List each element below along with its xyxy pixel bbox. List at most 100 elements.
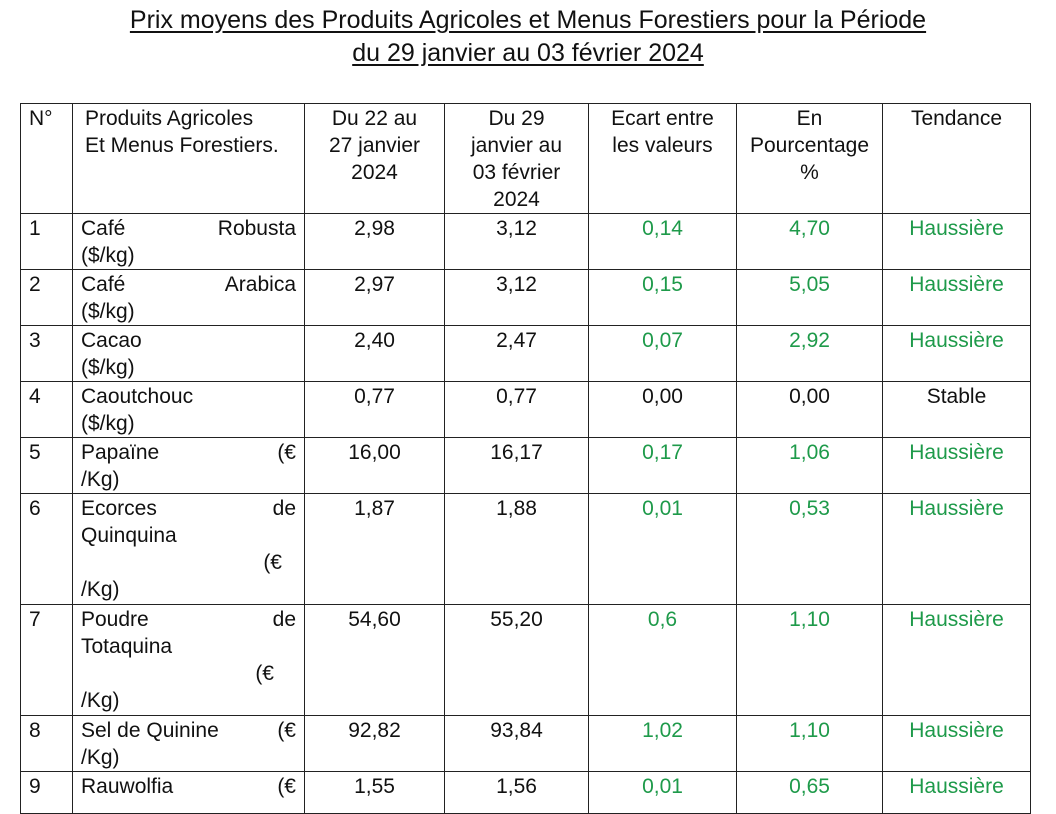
product-name: Café [81, 273, 126, 296]
price-difference: 0,00 [588, 381, 737, 438]
header-curr-line: 2024 [493, 188, 540, 211]
price-current: 1,56 [444, 771, 589, 814]
product-name: Rauwolfia [81, 775, 174, 798]
table-row: 5 Papaïne (€ /Kg) 16,00 16,17 0,17 1,06 H… [20, 437, 1031, 494]
table-row: 1 Café Robusta ($/kg) 2,98 3,12 0,14 4,70… [20, 213, 1031, 270]
price-percentage: 1,10 [736, 604, 883, 716]
price-current: 16,17 [444, 437, 589, 494]
product-cell: Café Robusta ($/kg) [72, 213, 305, 270]
header-prev-line: 27 janvier [328, 134, 421, 157]
price-current: 1,88 [444, 493, 589, 605]
price-previous: 1,55 [304, 771, 445, 814]
header-curr-line: 03 février [472, 161, 561, 184]
price-current: 93,84 [444, 715, 589, 772]
price-difference: 0,14 [588, 213, 737, 270]
product-cell: Café Arabica ($/kg) [72, 269, 305, 326]
price-previous: 2,97 [304, 269, 445, 326]
price-previous: 2,98 [304, 213, 445, 270]
price-previous: 16,00 [304, 437, 445, 494]
price-percentage: 0,53 [736, 493, 883, 605]
product-name: Poudre [81, 608, 149, 631]
product-name-part: de [272, 608, 296, 631]
product-name: Cacao [81, 329, 142, 352]
product-name: Caoutchouc [81, 385, 194, 408]
product-unit-part: (€ [277, 441, 296, 464]
product-unit: ($/kg) [81, 412, 135, 435]
trend-label: Haussière [882, 493, 1031, 605]
product-unit-part: (€ [255, 662, 274, 685]
trend-label: Haussière [882, 437, 1031, 494]
table-row: 8 Sel de Quinine (€ /Kg) 92,82 93,84 1,02… [20, 715, 1031, 772]
title-line-2: du 29 janvier au 03 février 2024 [352, 39, 704, 67]
price-percentage: 5,05 [736, 269, 883, 326]
product-cell: Rauwolfia (€ [72, 771, 305, 814]
product-unit-part: (€ [263, 551, 282, 574]
product-cell: Caoutchouc ($/kg) [72, 381, 305, 438]
trend-label: Haussière [882, 604, 1031, 716]
product-name: Ecorces [81, 497, 157, 520]
product-unit: /Kg) [81, 468, 120, 491]
header-product: Produits Agricoles Et Menus Forestiers. [72, 103, 305, 214]
trend-label: Haussière [882, 213, 1031, 270]
price-difference: 0,6 [588, 604, 737, 716]
row-number: 6 [20, 493, 73, 605]
product-cell: Ecorces de Quinquina (€ /Kg) [72, 493, 305, 605]
row-number: 4 [20, 381, 73, 438]
table-row: 6 Ecorces de Quinquina (€ /Kg) 1,87 1,88 … [20, 493, 1031, 605]
header-number: N° [20, 103, 73, 214]
header-trend: Tendance [882, 103, 1031, 214]
price-percentage: 1,10 [736, 715, 883, 772]
price-percentage: 4,70 [736, 213, 883, 270]
price-percentage: 0,00 [736, 381, 883, 438]
price-percentage: 0,65 [736, 771, 883, 814]
trend-label: Haussière [882, 269, 1031, 326]
row-number: 3 [20, 325, 73, 382]
header-curr-line: Du 29 [488, 107, 545, 130]
header-diff-line: Ecart entre [611, 107, 714, 130]
price-current: 3,12 [444, 213, 589, 270]
price-difference: 0,01 [588, 771, 737, 814]
header-pct-line: % [800, 161, 819, 184]
product-cell: Papaïne (€ /Kg) [72, 437, 305, 494]
product-name: Papaïne [81, 441, 160, 464]
price-previous: 1,87 [304, 493, 445, 605]
header-product-line: Et Menus Forestiers. [85, 134, 279, 157]
header-percentage: En Pourcentage % [736, 103, 883, 214]
price-previous: 2,40 [304, 325, 445, 382]
header-diff-line: les valeurs [612, 134, 713, 157]
product-unit: /Kg) [81, 689, 120, 712]
row-number: 1 [20, 213, 73, 270]
product-cell: Cacao ($/kg) [72, 325, 305, 382]
product-cell: Sel de Quinine (€ /Kg) [72, 715, 305, 772]
trend-label: Stable [882, 381, 1031, 438]
document-title: Prix moyens des Produits Agricoles et Me… [0, 4, 1056, 70]
table-row: 3 Cacao ($/kg) 2,40 2,47 0,07 2,92 Hauss… [20, 325, 1031, 382]
product-name-part: Robusta [217, 217, 296, 240]
product-name-part: de [272, 497, 296, 520]
row-number: 7 [20, 604, 73, 716]
header-difference: Ecart entre les valeurs [588, 103, 737, 214]
trend-label: Haussière [882, 771, 1031, 814]
header-pct-line: Pourcentage [749, 134, 870, 157]
product-name: Café [81, 217, 126, 240]
price-previous: 92,82 [304, 715, 445, 772]
product-cell: Poudre de Totaquina (€ /Kg) [72, 604, 305, 716]
product-unit: /Kg) [81, 746, 120, 769]
product-unit: ($/kg) [81, 244, 135, 267]
row-number: 2 [20, 269, 73, 326]
product-name-line: Totaquina [81, 635, 173, 658]
header-prev-line: Du 22 au [331, 107, 418, 130]
row-number: 9 [20, 771, 73, 814]
trend-label: Haussière [882, 325, 1031, 382]
header-current-period: Du 29 janvier au 03 février 2024 [444, 103, 589, 214]
table-row: 2 Café Arabica ($/kg) 2,97 3,12 0,15 5,05… [20, 269, 1031, 326]
price-difference: 0,15 [588, 269, 737, 326]
header-product-line: Produits Agricoles [85, 107, 254, 130]
price-difference: 0,01 [588, 493, 737, 605]
price-current: 2,47 [444, 325, 589, 382]
product-unit: ($/kg) [81, 356, 135, 379]
header-curr-line: janvier au [470, 134, 563, 157]
price-percentage: 2,92 [736, 325, 883, 382]
header-prev-line: 2024 [351, 161, 398, 184]
price-difference: 0,07 [588, 325, 737, 382]
